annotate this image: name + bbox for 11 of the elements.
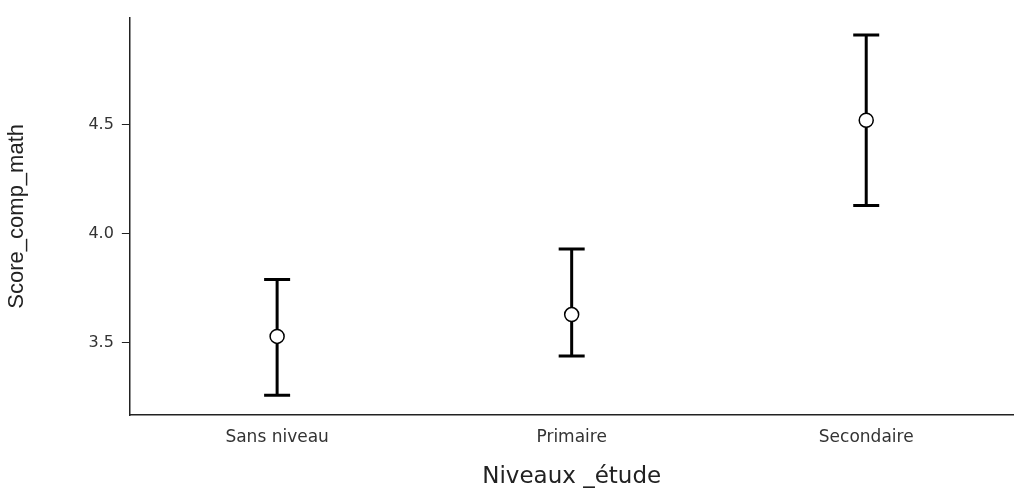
point xyxy=(269,328,285,345)
point xyxy=(563,306,580,323)
x-tick-label: Primaire xyxy=(536,425,607,446)
point xyxy=(858,112,874,128)
y-tick-label: 4.5 xyxy=(88,113,114,133)
x-tick-label: Sans niveau xyxy=(225,425,329,446)
x-tick-label: Secondaire xyxy=(818,425,914,446)
y-axis-title: Score_comp_math xyxy=(3,123,29,309)
x-axis-title: Niveaux _étude xyxy=(482,462,662,489)
y-tick-label: 4.0 xyxy=(88,222,114,242)
y-tick-label: 3.5 xyxy=(88,332,114,352)
